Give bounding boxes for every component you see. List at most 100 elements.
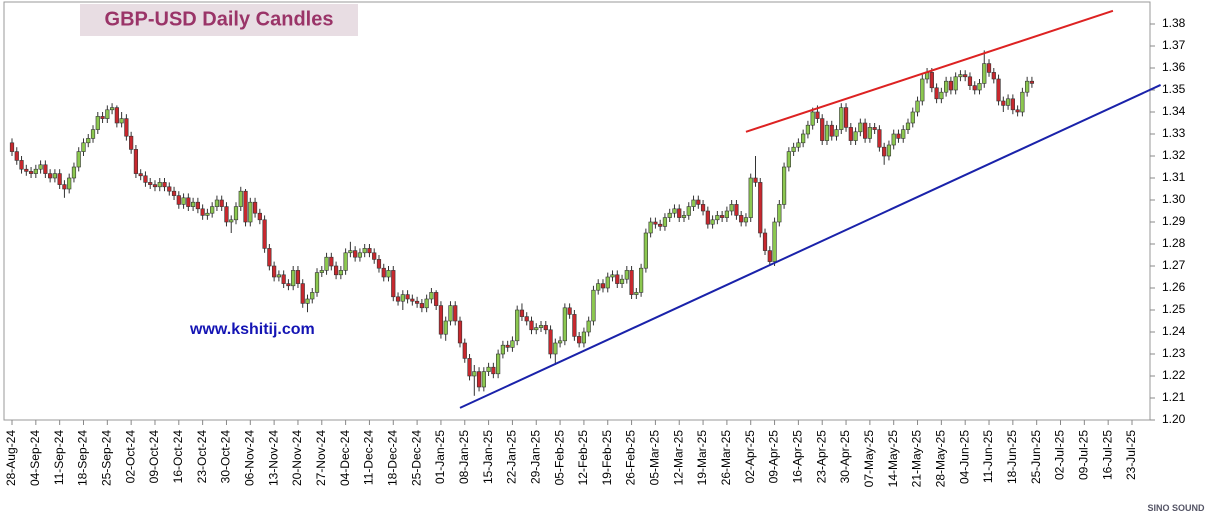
candle-body [467, 358, 472, 377]
candle-body [600, 283, 606, 289]
candle-body [553, 342, 558, 355]
candle-body [367, 248, 372, 254]
candle-body [33, 168, 38, 174]
x-tick-label: 11-Jun-25 [981, 430, 995, 483]
x-tick-label: 25-Sep-24 [99, 430, 113, 486]
x-tick-label: 30-Oct-24 [219, 430, 233, 484]
y-tick-label: 1.38 [1162, 16, 1186, 30]
candle-body [415, 300, 420, 304]
candle-body [986, 63, 992, 73]
candle-body [171, 190, 177, 196]
candle-body [605, 276, 610, 289]
x-tick-label: 23-Apr-25 [814, 430, 828, 484]
plot-area [9, 50, 1035, 396]
candle-body [944, 80, 949, 93]
candle-body [76, 151, 81, 168]
candle-body [224, 206, 229, 223]
candle-body [591, 289, 596, 322]
candle-body [820, 118, 825, 141]
candle-body [705, 210, 710, 225]
y-tick-label: 1.20 [1162, 412, 1186, 426]
candle-body [658, 223, 663, 227]
candle-body [967, 76, 973, 86]
candle-body [743, 217, 749, 223]
candle-body [195, 201, 200, 210]
candle-body [462, 342, 467, 359]
candle-body [996, 78, 1001, 102]
candle-body [395, 296, 401, 302]
candle-body [233, 206, 239, 221]
x-tick-label: 26-Mar-25 [719, 430, 733, 486]
candle-body [972, 85, 977, 91]
candle-body [95, 116, 100, 130]
candle-body [953, 76, 958, 91]
candle-body [882, 146, 887, 157]
candle-body [291, 270, 296, 287]
candle-body [124, 118, 129, 137]
candle-body [643, 232, 648, 269]
candle-body [353, 250, 358, 258]
candle-body [581, 331, 587, 344]
candle-body [948, 80, 953, 91]
candle-body [767, 250, 772, 262]
candle-body [491, 366, 496, 375]
candle-body [324, 256, 329, 271]
candle-body [62, 184, 67, 190]
candle-body [381, 267, 386, 278]
candle-body [577, 336, 582, 344]
candle-body [810, 111, 815, 126]
candle-body [243, 190, 248, 223]
y-tick-label: 1.37 [1162, 38, 1186, 52]
plot-frame [3, 1, 1151, 421]
x-tick-label: 23-Jul-25 [1124, 430, 1138, 480]
y-tick-label: 1.27 [1162, 258, 1186, 272]
watermark: www.kshitij.com [189, 321, 315, 338]
candle-body [1025, 80, 1030, 93]
candle-body [524, 316, 529, 322]
y-tick-label: 1.32 [1162, 148, 1186, 162]
y-tick-label: 1.35 [1162, 82, 1186, 96]
candle-body [739, 215, 744, 223]
x-tick-label: 02-Apr-25 [743, 430, 757, 484]
candle-body [510, 340, 515, 348]
x-tick-label: 01-Jan-25 [433, 430, 447, 484]
title-box [80, 4, 358, 36]
candle-body [939, 91, 944, 100]
y-tick-label: 1.34 [1162, 104, 1186, 118]
candle-body [214, 199, 220, 207]
candle-body [248, 201, 253, 223]
candle-body [777, 204, 782, 223]
candle-body [891, 133, 896, 146]
candle-body [300, 283, 305, 304]
candle-body [24, 168, 29, 172]
candle-body [114, 107, 119, 124]
candle-body [534, 327, 539, 331]
candle-body [9, 142, 15, 152]
x-tick-label: 04-Dec-24 [338, 430, 352, 486]
candle-body [252, 201, 258, 214]
candle-body [133, 149, 139, 174]
x-tick-label: 27-Nov-24 [314, 430, 328, 486]
candle-body [1020, 91, 1025, 113]
candle-body [405, 294, 410, 300]
x-tick-label: 18-Sep-24 [76, 430, 90, 486]
candle-body [734, 204, 739, 216]
x-tick-label: 18-Dec-24 [385, 430, 399, 486]
x-tick-label: 04-Sep-24 [28, 430, 42, 486]
candle-body [915, 100, 920, 113]
candle-body [1029, 80, 1035, 84]
candle-body [762, 232, 768, 251]
candle-body [905, 122, 911, 130]
candle-body [753, 177, 758, 183]
x-tick-label: 05-Mar-25 [648, 430, 662, 486]
candle-body [457, 320, 463, 344]
candle-body [548, 329, 553, 355]
x-tick-label: 25-Dec-24 [409, 430, 423, 486]
candle-body [1015, 109, 1020, 113]
candle-body [858, 122, 863, 133]
candle-body [572, 314, 577, 337]
x-tick-label: 09-Jul-25 [1077, 430, 1091, 480]
